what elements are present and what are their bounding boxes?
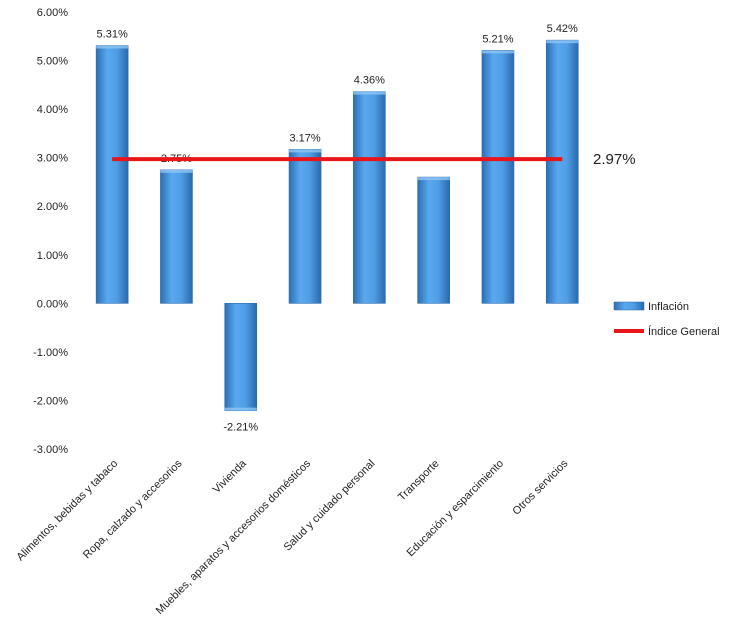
bar-highlight: [546, 40, 579, 44]
legend-label-inflacion: Inflación: [648, 301, 689, 313]
y-tick-label: 2.00%: [37, 201, 68, 213]
bar: [288, 149, 322, 304]
legend-label-indice-general: Índice General: [648, 325, 720, 338]
reference-line-label: 2.97%: [593, 151, 636, 168]
x-tick-label: Vivienda: [211, 457, 250, 496]
y-tick-label: -2.00%: [33, 395, 68, 407]
legend: Inflación Índice General: [613, 301, 720, 338]
data-label: 4.36%: [354, 75, 385, 87]
bar: [95, 45, 129, 304]
bar: [160, 169, 193, 304]
x-tick-label: Alimentos, bebidas y tabaco: [14, 458, 120, 564]
y-tick-label: 3.00%: [37, 153, 68, 165]
y-tick-label: -3.00%: [33, 444, 68, 456]
bar: [353, 91, 386, 304]
bars: [95, 39, 579, 411]
bar-labels: 5.31%2.75%-2.21%3.17%4.36%5.21%5.42%: [97, 23, 579, 433]
y-tick-label: 4.00%: [37, 104, 68, 116]
bar: [224, 303, 258, 411]
bar: [417, 176, 450, 304]
y-axis: 6.00% 5.00% 4.00% 3.00% 2.00% 1.00% 0.00% -1.00…: [33, 7, 68, 456]
bar-highlight: [417, 177, 450, 181]
bar-highlight: [96, 45, 129, 49]
data-label: 5.31%: [97, 29, 128, 41]
y-tick-label: 0.00%: [37, 298, 68, 310]
reference-line-group: 2.97%: [112, 151, 636, 168]
bar-highlight: [160, 169, 193, 173]
x-tick-label: Transporte: [396, 458, 442, 504]
y-tick-label: -1.00%: [33, 347, 68, 359]
y-tick-label: 6.00%: [37, 7, 68, 19]
bar: [545, 39, 579, 304]
data-label: -2.21%: [223, 422, 258, 434]
legend-swatch-inflacion: [613, 301, 645, 311]
data-label: 5.42%: [547, 23, 578, 35]
bar-highlight: [353, 91, 386, 95]
y-tick-label: 1.00%: [37, 250, 68, 262]
x-tick-label: Otros servicios: [510, 457, 570, 517]
bar-highlight: [481, 50, 514, 54]
bar: [481, 50, 515, 304]
bar-highlight: [224, 407, 257, 411]
data-label: 3.17%: [289, 132, 320, 144]
data-label: 5.21%: [482, 33, 513, 45]
y-tick-label: 5.00%: [37, 56, 68, 68]
bar-highlight: [289, 149, 322, 153]
